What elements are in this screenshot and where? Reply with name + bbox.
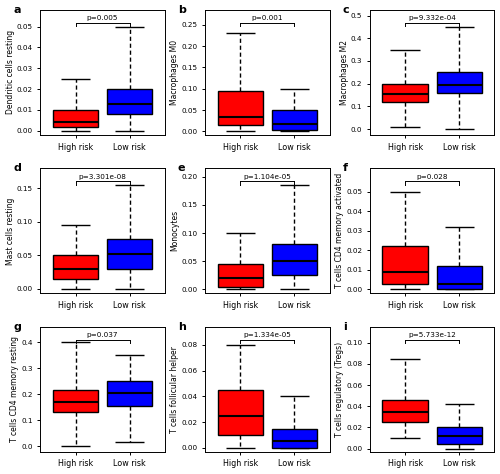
Y-axis label: Monocytes: Monocytes	[170, 210, 179, 251]
Text: g: g	[13, 322, 21, 332]
Text: e: e	[178, 164, 186, 173]
Y-axis label: T cells CD4 memory resting: T cells CD4 memory resting	[10, 336, 19, 442]
Text: p=5.733e-12: p=5.733e-12	[408, 332, 456, 338]
Bar	[218, 264, 263, 287]
Text: i: i	[342, 322, 346, 332]
Text: p=3.301e-08: p=3.301e-08	[78, 173, 126, 180]
Text: p=0.005: p=0.005	[87, 15, 118, 21]
Bar	[53, 255, 98, 279]
Text: p=9.332e-04: p=9.332e-04	[408, 15, 456, 21]
Y-axis label: T cells follicular helper: T cells follicular helper	[170, 346, 179, 433]
Bar	[53, 390, 98, 412]
Bar	[53, 110, 98, 127]
Y-axis label: T cells CD4 memory activated: T cells CD4 memory activated	[335, 173, 344, 289]
Text: f: f	[342, 164, 347, 173]
Bar	[382, 84, 428, 102]
Bar	[218, 91, 263, 125]
Y-axis label: Macrophages M2: Macrophages M2	[340, 40, 349, 105]
Bar	[218, 390, 263, 435]
Y-axis label: T cells regulatory (Tregs): T cells regulatory (Tregs)	[335, 342, 344, 437]
Bar	[107, 381, 152, 406]
Bar	[272, 110, 317, 130]
Text: p=0.001: p=0.001	[252, 15, 283, 21]
Text: p=1.334e-05: p=1.334e-05	[244, 332, 292, 338]
Y-axis label: Dendritic cells resting: Dendritic cells resting	[6, 30, 15, 114]
Bar	[436, 266, 482, 290]
Text: b: b	[178, 5, 186, 15]
Text: p=0.028: p=0.028	[416, 173, 448, 180]
Y-axis label: Macrophages M0: Macrophages M0	[170, 40, 179, 105]
Text: a: a	[13, 5, 20, 15]
Bar	[436, 428, 482, 445]
Bar	[382, 400, 428, 422]
Bar	[272, 244, 317, 275]
Text: d: d	[13, 164, 21, 173]
Text: c: c	[342, 5, 349, 15]
Bar	[272, 428, 317, 448]
Text: h: h	[178, 322, 186, 332]
Text: p=1.104e-05: p=1.104e-05	[244, 173, 292, 180]
Text: p=0.037: p=0.037	[87, 332, 118, 338]
Bar	[436, 73, 482, 93]
Bar	[107, 89, 152, 114]
Bar	[107, 238, 152, 269]
Bar	[382, 246, 428, 283]
Y-axis label: Mast cells resting: Mast cells resting	[6, 197, 15, 264]
